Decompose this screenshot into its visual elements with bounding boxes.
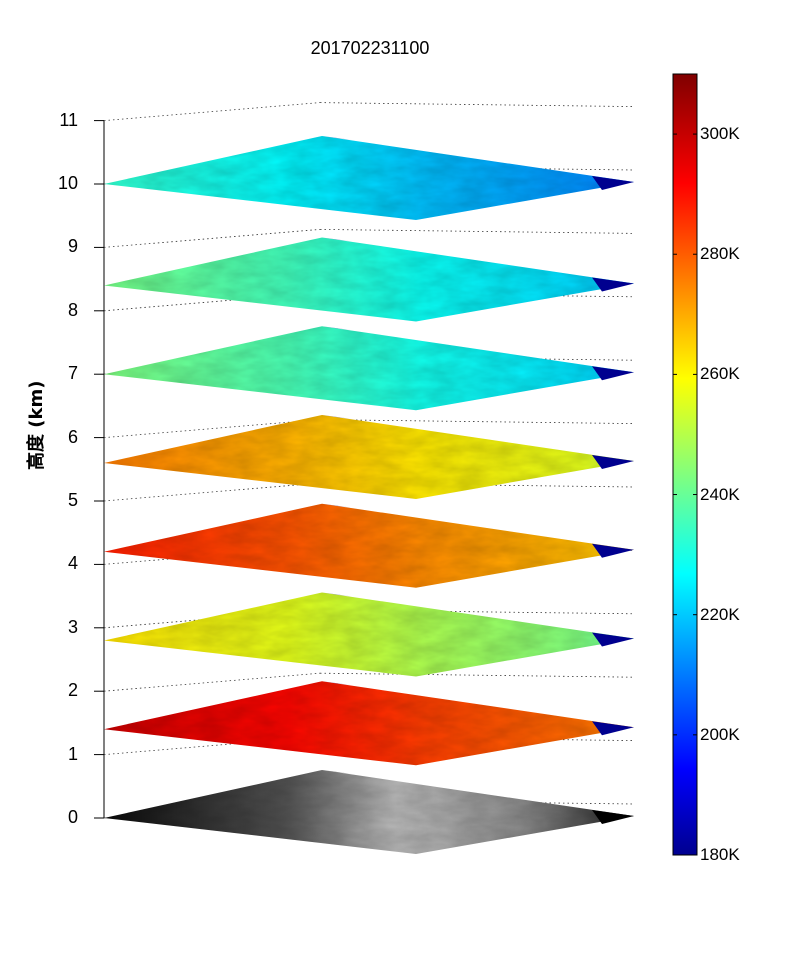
layer-corner — [322, 237, 352, 242]
colorbar-tick-label: 180K — [700, 845, 740, 864]
layer-texture — [104, 770, 634, 854]
layer-0 — [104, 770, 634, 854]
grid-line — [319, 672, 635, 678]
layer-texture — [104, 503, 634, 588]
layer-texture — [104, 414, 634, 499]
grid-line — [319, 355, 635, 361]
layer-corner — [592, 176, 634, 190]
grid-line — [319, 102, 635, 107]
z-tick-label: 4 — [67, 553, 78, 574]
grid-line — [103, 482, 321, 502]
layer-texture — [104, 326, 634, 411]
layer-corner — [592, 721, 634, 736]
z-tick-label: 6 — [67, 426, 78, 447]
z-tick-label: 5 — [67, 490, 78, 510]
colorbar — [672, 73, 698, 856]
layer-texture — [104, 681, 634, 766]
grid-line — [103, 672, 321, 692]
layer-corner — [322, 770, 352, 774]
colorbar-tick-label: 300K — [700, 124, 740, 144]
colorbar-tick-label: 220K — [700, 604, 740, 624]
layer-corner — [592, 632, 634, 647]
layer-corner — [322, 503, 352, 508]
z-tick-label: 0 — [67, 807, 78, 827]
z-tick-label: 3 — [67, 616, 78, 637]
z-tick-label: 1 — [67, 743, 78, 764]
layer-corner — [322, 414, 352, 419]
layer-7 — [104, 136, 634, 220]
grid-line — [319, 799, 635, 805]
grid-line — [103, 229, 321, 248]
grid-line — [319, 736, 635, 741]
layer-corner — [592, 277, 634, 292]
layer-corner — [592, 810, 634, 824]
grid-line — [319, 229, 635, 234]
layer-corner — [322, 681, 352, 686]
layer-corner — [592, 543, 634, 558]
layer-corner — [322, 592, 352, 597]
colorbar-tick-label: 280K — [700, 244, 740, 264]
grid-line — [103, 102, 321, 121]
grid-line — [103, 419, 321, 438]
layer-corner — [592, 454, 634, 469]
grid-line — [319, 292, 635, 298]
layer-corner — [592, 366, 634, 381]
colorbar-tick-label: 260K — [700, 364, 740, 384]
grid-line — [319, 482, 635, 488]
z-tick-label: 2 — [67, 680, 78, 701]
z-tick-label: 9 — [67, 236, 78, 257]
layer-1 — [104, 681, 634, 766]
layer-2 — [104, 592, 634, 677]
layer-texture — [104, 136, 634, 220]
layer-corner — [322, 136, 352, 140]
grid-line — [319, 419, 635, 424]
layer-6 — [104, 237, 634, 322]
colorbar-tick-label: 200K — [700, 724, 740, 744]
layer-4 — [104, 414, 634, 499]
z-tick-label: 8 — [67, 299, 78, 320]
layer-texture — [104, 237, 634, 322]
chart-title: 201702231100 — [310, 38, 430, 58]
z-tick-label: 11 — [59, 109, 78, 130]
grid-line — [319, 165, 635, 171]
layer-3 — [104, 503, 634, 588]
layer-texture — [104, 592, 634, 677]
z-tick-label: 10 — [57, 173, 78, 193]
layer-corner — [322, 326, 352, 331]
colorbar-tick-label: 240K — [700, 484, 740, 504]
grid-line — [319, 609, 635, 615]
z-tick-label: 7 — [67, 363, 78, 384]
layer-5 — [104, 326, 634, 411]
